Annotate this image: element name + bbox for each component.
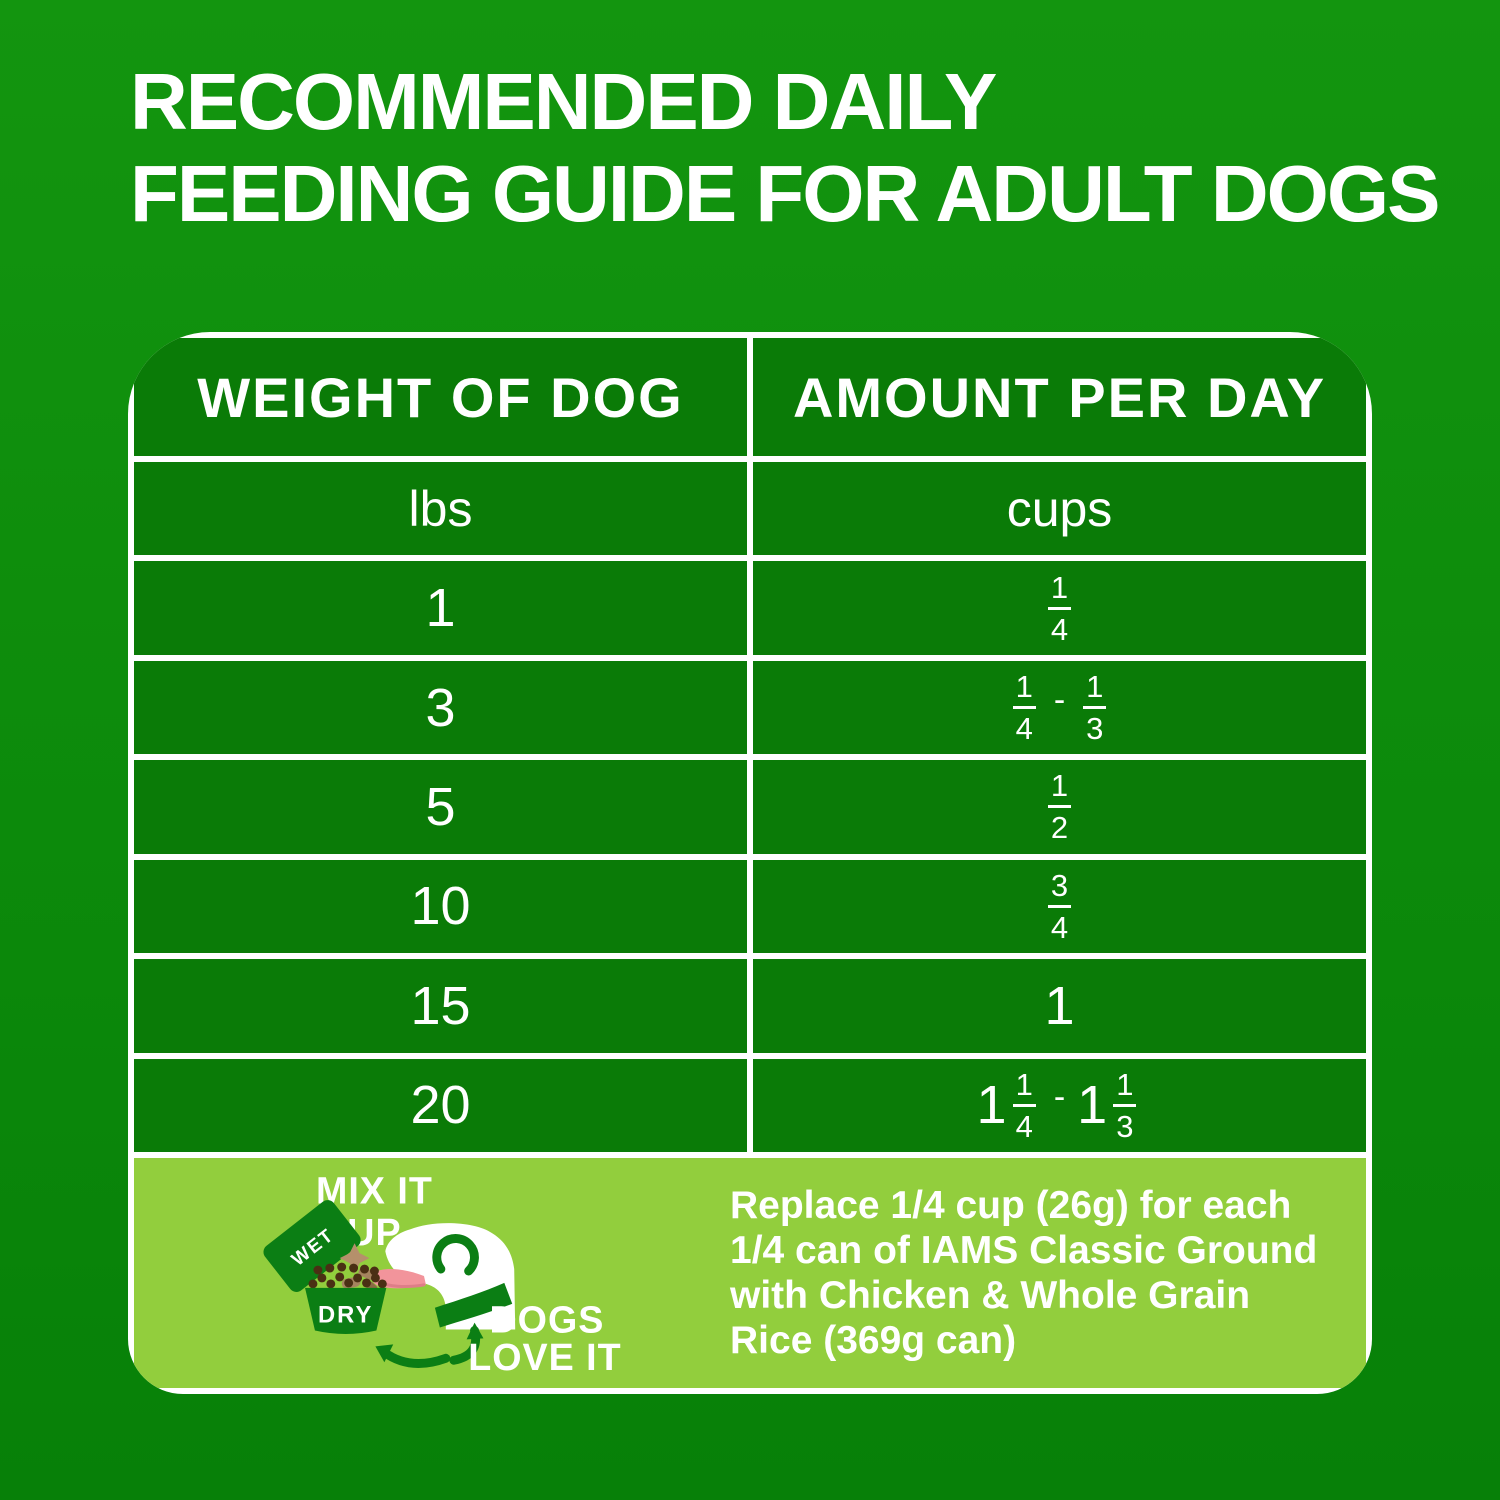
weight-cell-1: 1 [134,561,747,655]
weight-cell-10: 10 [134,859,747,954]
weight-cell-15: 15 [134,959,747,1053]
collar [434,1282,513,1328]
cycle-arrows-icon [375,1322,484,1368]
column-header-weight-of-dog: WEIGHT OF DOG [134,338,747,456]
dry-bowl-icon: DRY [305,1262,387,1334]
table-grid: WEIGHT OF DOG AMOUNT PER DAY lbs cups 1 1 4 3… [128,332,1372,1394]
title-line-1: RECOMMENDED DAILY [130,57,997,146]
mix-it-up-illustration: MIX IT UP WET [263,1170,621,1378]
amount-cell-for-15-lbs: 1 [753,959,1366,1053]
mix-it-up-label-line1: MIX IT [316,1170,433,1212]
feeding-guide-table: WEIGHT OF DOG AMOUNT PER DAY lbs cups 1 1 4 3… [128,332,1372,1394]
replacement-note: Replace 1/4 cup (26g) for each 1/4 can o… [730,1183,1318,1363]
dry-label: DRY [318,1302,373,1329]
dogs-love-it-label-line2: LOVE IT [468,1336,621,1378]
column-header-amount-per-day: AMOUNT PER DAY [753,338,1366,456]
amount-units-cell: cups [753,462,1366,556]
wet-pouch-icon: WET [263,1200,361,1292]
weight-cell-20: 20 [134,1058,747,1152]
footer-panel: MIX IT UP WET [134,1158,1366,1388]
dogs-love-it-label-line1: DOGS [489,1298,604,1340]
page-title: RECOMMENDED DAILY FEEDING GUIDE FOR ADUL… [130,56,1440,240]
weight-units-cell: lbs [134,462,747,556]
title-line-2: FEEDING GUIDE FOR ADULT DOGS [130,149,1440,238]
weight-cell-3: 3 [134,660,747,755]
weight-cell-5: 5 [134,760,747,854]
ear-curl [432,1234,479,1276]
kibble-icon [308,1262,387,1289]
